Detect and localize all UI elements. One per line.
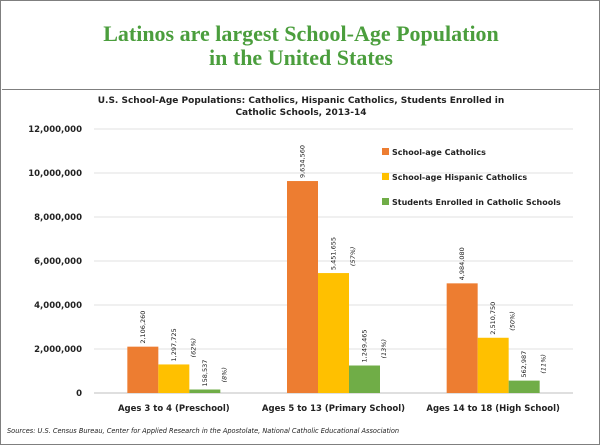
data-label: 2,106,260 — [139, 311, 147, 344]
bar — [318, 273, 349, 393]
data-label: 562,987 — [520, 351, 528, 378]
legend-label: School-age Catholics — [392, 148, 486, 157]
x-tick-label: Ages 14 to 18 (High School) — [426, 404, 560, 414]
bar — [446, 283, 478, 393]
data-label: 158,537 — [201, 360, 209, 387]
y-tick-label: 6,000,000 — [34, 257, 82, 267]
y-tick-label: 0 — [76, 389, 82, 399]
percent-label: (8%) — [220, 367, 228, 382]
bar — [189, 389, 221, 393]
percent-label: (11%) — [540, 354, 548, 374]
title-box: Latinos are largest School-Age Populatio… — [2, 2, 600, 90]
x-tick-label: Ages 5 to 13 (Primary School) — [262, 404, 405, 414]
bar — [508, 380, 540, 393]
legend-label: Students Enrolled in Catholic Schools — [392, 198, 561, 207]
percent-label: (62%) — [189, 338, 197, 358]
bar — [349, 365, 380, 393]
y-tick-label: 2,000,000 — [34, 345, 82, 355]
chart-title: U.S. School-Age Populations: Catholics, … — [97, 96, 505, 118]
y-tick-label: 10,000,000 — [28, 169, 82, 179]
percent-label: (57%) — [349, 247, 357, 267]
percent-label: (13%) — [380, 339, 388, 359]
slide-title: Latinos are largest School-Age Populatio… — [103, 20, 499, 70]
data-label: 4,984,080 — [458, 247, 466, 280]
bar — [158, 364, 190, 393]
data-label: 2,510,750 — [489, 302, 497, 335]
data-label: 9,634,560 — [299, 145, 307, 178]
data-label: 5,451,655 — [330, 237, 338, 270]
legend-swatch — [382, 148, 389, 155]
percent-label: (50%) — [509, 311, 517, 331]
sources-note: Sources: U.S. Census Bureau, Center for … — [7, 427, 400, 435]
data-label: 1,249,465 — [361, 329, 369, 362]
bar — [287, 181, 318, 393]
y-tick-label: 12,000,000 — [28, 125, 82, 135]
legend-label: School-age Hispanic Catholics — [392, 173, 527, 182]
legend-swatch — [382, 173, 389, 180]
y-tick-label: 8,000,000 — [34, 213, 82, 223]
data-label: 1,297,725 — [170, 328, 178, 361]
y-tick-label: 4,000,000 — [34, 301, 82, 311]
bar — [127, 346, 159, 393]
legend-swatch — [382, 198, 389, 205]
x-tick-label: Ages 3 to 4 (Preschool) — [118, 404, 230, 414]
bar — [477, 337, 509, 393]
